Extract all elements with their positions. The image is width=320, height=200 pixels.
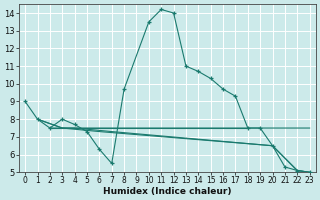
X-axis label: Humidex (Indice chaleur): Humidex (Indice chaleur) — [103, 187, 232, 196]
